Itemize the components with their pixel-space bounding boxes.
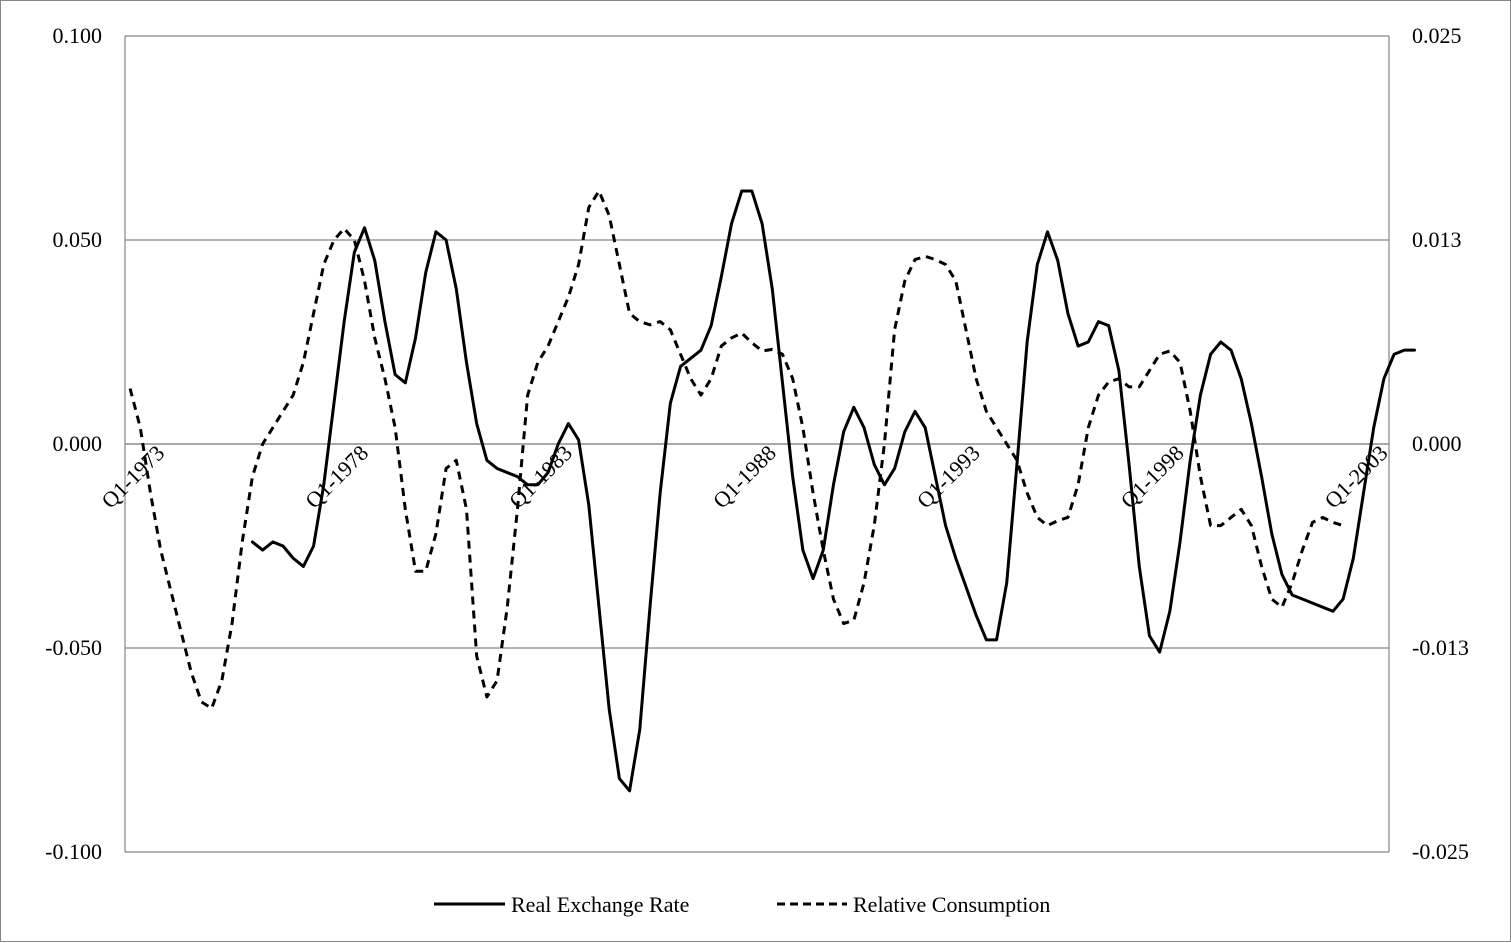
left-tick-label: 0.100 <box>53 23 103 48</box>
right-axis-tick-labels: 0.025 0.013 0.000 -0.013 -0.025 <box>1412 23 1469 864</box>
left-tick-label: 0.000 <box>53 431 103 456</box>
series-line-real-exchange-rate <box>250 189 1416 793</box>
left-tick-label: -0.100 <box>45 839 102 864</box>
right-tick-label: 0.013 <box>1412 227 1462 252</box>
legend: Real Exchange Rate Relative Consumption <box>434 892 1050 917</box>
left-axis-tick-labels: 0.100 0.050 0.000 -0.050 -0.100 <box>45 23 102 864</box>
right-tick-label: 0.000 <box>1412 431 1462 456</box>
right-tick-label: 0.025 <box>1412 23 1462 48</box>
category-label: Q1-1988 <box>708 440 781 513</box>
left-tick-label: -0.050 <box>45 635 102 660</box>
left-tick-label: 0.050 <box>53 227 103 252</box>
category-label: Q1-2003 <box>1320 440 1393 513</box>
right-tick-label: -0.013 <box>1412 635 1469 660</box>
series-lines <box>128 189 1416 793</box>
series-line-relative-consumption <box>128 189 1344 710</box>
axes <box>124 36 1390 852</box>
category-label: Q1-1973 <box>96 440 169 513</box>
category-label: Q1-1978 <box>300 440 373 513</box>
right-tick-label: -0.025 <box>1412 839 1469 864</box>
category-labels: Q1-1973 Q1-1978 Q1-1983 Q1-1988 Q1-1993 Q1-19… <box>96 440 1392 513</box>
legend-label-real-exchange-rate: Real Exchange Rate <box>511 892 689 917</box>
category-label: Q1-1993 <box>912 440 985 513</box>
legend-label-relative-consumption: Relative Consumption <box>853 892 1050 917</box>
